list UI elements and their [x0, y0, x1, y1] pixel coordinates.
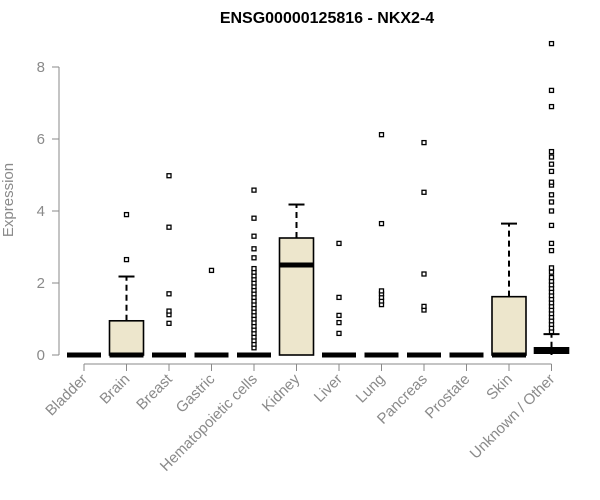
x-tick-label: Bladder — [42, 371, 91, 420]
outlier-point — [548, 222, 555, 229]
outlier-point — [548, 179, 555, 185]
outlier-point — [336, 240, 342, 247]
box-2 — [152, 173, 186, 358]
x-tick-label: Kidney — [259, 370, 304, 415]
x-tick-label: Prostate — [422, 371, 474, 423]
outlier-point — [548, 247, 555, 254]
outlier-point — [548, 199, 555, 205]
boxes-group — [67, 40, 570, 358]
outlier-point — [548, 265, 555, 271]
y-tick-label: 0 — [37, 347, 45, 364]
x-tick-label: Lung — [353, 371, 389, 407]
chart-title: ENSG00000125816 - NKX2-4 — [220, 10, 434, 27]
outlier-point — [123, 211, 130, 218]
box-rect — [108, 319, 145, 356]
box-7 — [364, 132, 399, 358]
outlier-point — [548, 154, 555, 160]
box-5 — [278, 203, 315, 356]
x-tick-label: Liver — [311, 371, 346, 406]
outlier-point — [548, 103, 555, 110]
outlier-point — [166, 173, 172, 179]
outlier-point — [548, 148, 555, 155]
outlier-point — [336, 330, 342, 337]
x-tick-label: Skin — [483, 371, 516, 404]
y-axis-label: Expression — [0, 163, 17, 237]
outlier-point — [208, 267, 215, 274]
x-tick-label: Brain — [97, 371, 134, 408]
y-tick-label: 6 — [37, 131, 45, 148]
outlier-point — [166, 308, 172, 314]
y-tick-label: 4 — [37, 203, 45, 220]
outlier-point — [548, 208, 555, 214]
outlier-point — [251, 246, 257, 252]
y-axis: 0 2 4 6 8 — [37, 59, 60, 364]
outlier-point — [548, 240, 555, 247]
box-10 — [491, 222, 527, 358]
outlier-point — [548, 192, 555, 198]
outlier-point — [421, 189, 427, 195]
outlier-point — [251, 215, 257, 221]
outlier-point — [166, 320, 172, 326]
outlier-point — [548, 161, 555, 167]
box-3 — [194, 267, 229, 358]
outlier-point — [336, 312, 342, 319]
outlier-point — [421, 303, 427, 310]
y-tick-label: 8 — [37, 59, 45, 76]
box-4 — [237, 187, 271, 358]
outlier-point — [548, 87, 555, 94]
y-tick-label: 2 — [37, 275, 45, 292]
outlier-point — [378, 288, 385, 294]
box-8 — [407, 139, 441, 358]
outlier-point — [166, 291, 172, 297]
box-6 — [322, 240, 356, 358]
outlier-point — [123, 256, 130, 263]
outlier-point — [336, 319, 342, 326]
box-1 — [108, 211, 145, 358]
box-rect — [278, 237, 315, 356]
outlier-point — [378, 220, 385, 227]
box-rect — [491, 295, 527, 356]
outlier-point — [548, 274, 555, 281]
outlier-point — [548, 269, 555, 275]
outlier-point — [548, 168, 555, 175]
x-tick-label: Breast — [133, 370, 176, 413]
outlier-point — [251, 265, 257, 272]
outlier-point — [421, 271, 427, 277]
outlier-point — [378, 132, 385, 138]
box-11 — [533, 40, 570, 355]
outlier-point — [251, 187, 257, 193]
outlier-point — [336, 294, 342, 301]
outlier-point — [251, 255, 257, 261]
outlier-point — [166, 224, 172, 230]
outlier-point — [251, 233, 257, 239]
outlier-point — [421, 139, 427, 146]
outlier-point — [548, 40, 555, 47]
